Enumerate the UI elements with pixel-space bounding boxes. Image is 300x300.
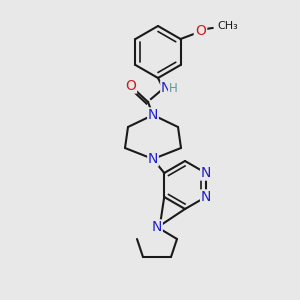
Text: O: O [126, 79, 136, 93]
Text: N: N [161, 81, 171, 95]
Text: N: N [201, 166, 211, 180]
Text: O: O [195, 24, 206, 38]
Text: N: N [201, 190, 211, 204]
Text: N: N [148, 108, 158, 122]
Text: CH₃: CH₃ [218, 21, 238, 31]
Text: N: N [148, 152, 158, 166]
Text: N: N [152, 220, 162, 234]
Text: H: H [169, 82, 177, 94]
